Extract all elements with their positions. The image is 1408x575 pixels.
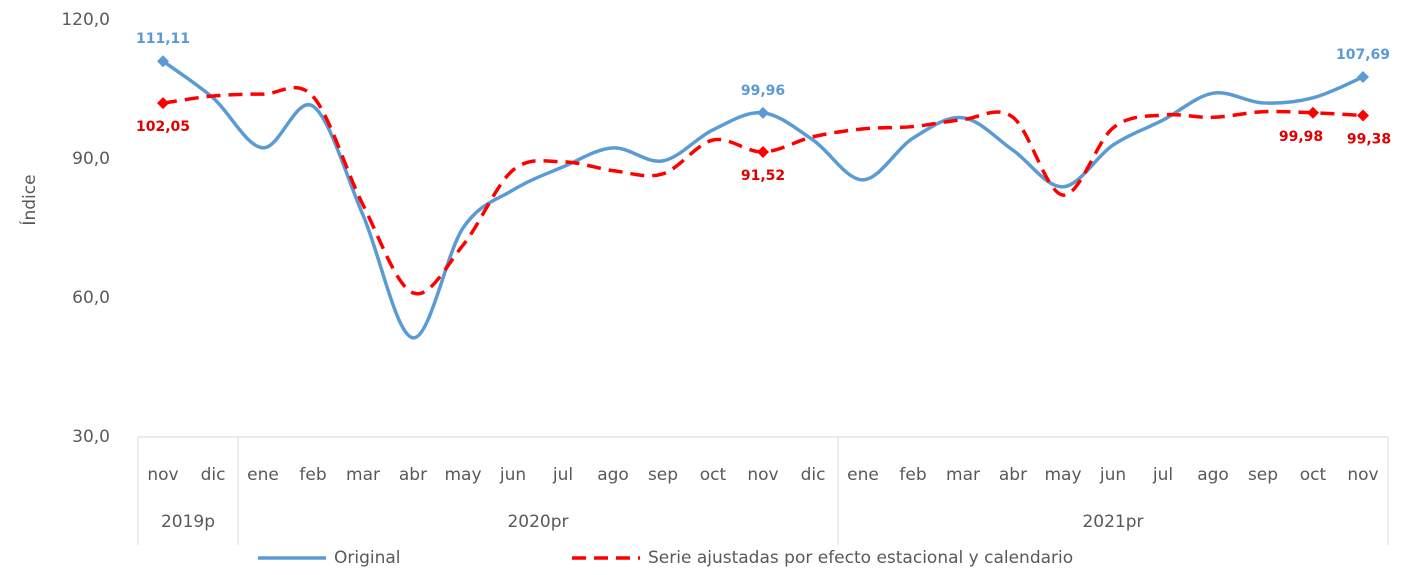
- x-tick-label: mar: [946, 465, 980, 485]
- x-tick-label: nov: [147, 465, 178, 485]
- marker: [157, 97, 169, 110]
- x-tick-label: sep: [1248, 465, 1278, 485]
- data-label: 91,52: [741, 168, 785, 184]
- group-label: 2020pr: [507, 512, 568, 532]
- data-label: 99,96: [741, 83, 785, 99]
- y-tick-label: 90,0: [72, 149, 110, 169]
- y-axis-label: Índice: [18, 174, 40, 225]
- x-tick-label: jul: [1152, 465, 1173, 485]
- x-tick-label: nov: [747, 465, 778, 485]
- series-line: [162, 85, 1364, 296]
- x-tick-label: may: [1044, 465, 1081, 485]
- data-label: 111,11: [136, 31, 190, 47]
- x-tick-label: feb: [899, 465, 926, 485]
- y-tick-label: 60,0: [72, 288, 110, 308]
- x-tick-label: feb: [299, 465, 326, 485]
- x-tick-label: ene: [847, 465, 879, 485]
- marker: [757, 145, 769, 158]
- x-tick-label: nov: [1347, 465, 1378, 485]
- group-label: 2019p: [161, 512, 215, 532]
- x-tick-label: ago: [597, 465, 629, 485]
- x-tick-label: dic: [201, 465, 226, 485]
- marker: [757, 106, 769, 119]
- x-tick-label: sep: [648, 465, 678, 485]
- x-tick-label: oct: [700, 465, 727, 485]
- data-label: 102,05: [136, 119, 190, 135]
- legend-label: Original: [334, 548, 401, 568]
- legend-label: Serie ajustadas por efecto estacional y …: [648, 548, 1073, 568]
- x-tick-label: jun: [499, 465, 526, 485]
- x-tick-label: abr: [399, 465, 427, 485]
- data-label: 99,98: [1279, 129, 1323, 145]
- x-tick-label: may: [444, 465, 481, 485]
- y-tick-label: 120,0: [61, 10, 110, 30]
- series-line: [161, 59, 1364, 340]
- data-label: 99,38: [1347, 132, 1391, 148]
- marker: [157, 55, 169, 68]
- y-tick-label: 30,0: [72, 427, 110, 447]
- group-label: 2021pr: [1082, 512, 1143, 532]
- x-tick-label: oct: [1300, 465, 1327, 485]
- x-tick-label: dic: [801, 465, 826, 485]
- x-tick-label: jun: [1099, 465, 1126, 485]
- x-tick-label: abr: [999, 465, 1027, 485]
- marker: [1307, 106, 1319, 119]
- x-tick-label: mar: [346, 465, 380, 485]
- marker: [1357, 71, 1369, 84]
- x-tick-label: ago: [1197, 465, 1229, 485]
- marker: [1357, 109, 1369, 122]
- x-tick-label: ene: [247, 465, 279, 485]
- data-label: 107,69: [1336, 47, 1390, 63]
- x-tick-label: jul: [552, 465, 573, 485]
